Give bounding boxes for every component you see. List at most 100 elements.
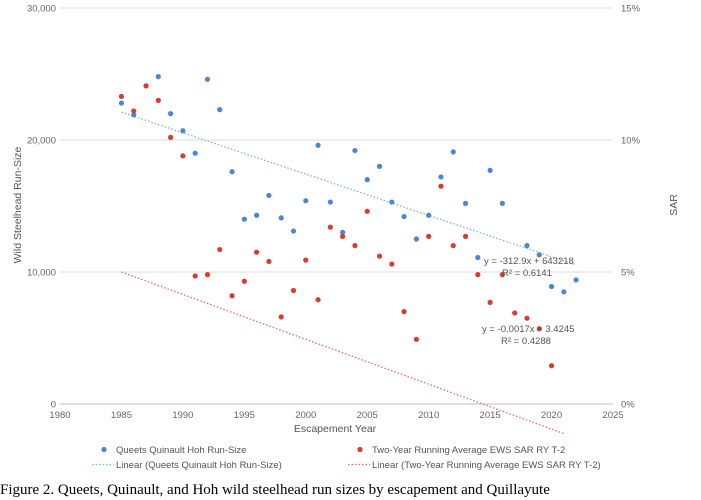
- trendline-1: [121, 111, 577, 266]
- series-1-point: [352, 147, 358, 154]
- series-2-point: [327, 224, 333, 230]
- series-1-point: [389, 199, 395, 205]
- series-1-point: [229, 169, 235, 175]
- trendline-1-r2: R² = 0.6141: [502, 268, 552, 279]
- series-1-point: [168, 111, 174, 117]
- x-tick-label: 2010: [418, 410, 439, 421]
- series-1-point: [450, 149, 456, 155]
- y-tick-label: 0: [51, 400, 56, 411]
- trendline-2-equation: y = -0.0017x + 3.4245: [482, 324, 574, 335]
- series-2-point: [204, 272, 211, 278]
- data-points: [118, 74, 579, 369]
- series-1-point: [573, 277, 579, 283]
- series-2-point: [413, 336, 419, 342]
- series-1-point: [254, 212, 260, 218]
- series-1-point: [204, 76, 211, 82]
- x-tick-label: 2020: [541, 410, 562, 421]
- x-tick-label: 1995: [234, 410, 255, 421]
- series-1-point: [499, 200, 505, 206]
- y-axis-title: Wild Steelhead Run-Size: [12, 146, 24, 263]
- series-1-point: [131, 112, 137, 118]
- series-1-point: [192, 150, 198, 156]
- x-tick-label: 2000: [295, 410, 316, 421]
- y2-tick-label: 0%: [621, 400, 635, 411]
- series-1-point: [217, 107, 223, 113]
- series-2-point: [401, 309, 407, 315]
- series-2-point: [180, 153, 186, 159]
- series-2-point: [462, 233, 469, 239]
- series-1-point: [155, 74, 161, 80]
- series-2-point: [315, 297, 321, 303]
- series-2-point: [241, 278, 247, 284]
- y-tick-label: 30,000: [27, 4, 56, 15]
- series-2-point: [352, 243, 358, 249]
- series-1-point: [438, 174, 444, 180]
- trendline-annotations: y = -312.9x + 643218 R² = 0.6141 y = -0.…: [482, 256, 574, 347]
- series-1-point: [524, 243, 530, 249]
- x-tick-label: 1980: [49, 410, 70, 421]
- series-1-point: [487, 167, 493, 173]
- series-2-point: [290, 287, 297, 294]
- y-tick-label: 10,000: [27, 268, 56, 279]
- series-2-point: [450, 243, 456, 249]
- series-2-point: [303, 257, 309, 263]
- legend-series-1-label: Queets Quinault Hoh Run-Size: [116, 445, 246, 456]
- series-2-point: [143, 83, 149, 89]
- series-1-point: [376, 163, 383, 169]
- series-2-point: [155, 97, 161, 103]
- legend-series-2-marker: [357, 446, 363, 453]
- trendline-2-r2: R² = 0.4288: [501, 336, 551, 347]
- series-2-point: [524, 315, 530, 321]
- legend-series-2-label: Two-Year Running Average EWS SAR RY T-2: [372, 445, 565, 456]
- series-1-point: [536, 252, 542, 258]
- legend: Queets Quinault Hoh Run-Size Two-Year Run…: [92, 445, 601, 471]
- gridlines: [60, 7, 613, 405]
- series-2-point: [487, 299, 493, 305]
- y-tick-label: 20,000: [27, 136, 56, 147]
- trendline-2: [121, 271, 565, 435]
- series-2-point: [131, 108, 137, 114]
- y2-axis-title: SAR: [668, 194, 680, 216]
- series-1-point: [118, 100, 125, 106]
- x-tick-label: 1985: [111, 410, 132, 421]
- series-2-point: [278, 314, 284, 320]
- series-1-point: [401, 213, 407, 220]
- series-1-point: [475, 254, 481, 261]
- y2-tick-label: 5%: [621, 268, 635, 279]
- series-1-point: [315, 142, 321, 148]
- series-2-point: [254, 249, 260, 255]
- series-2-point: [168, 134, 174, 140]
- series-1-point: [266, 192, 272, 199]
- legend-trendline-1-label: Linear (Queets Quinault Hoh Run-Size): [116, 460, 282, 471]
- series-2-point: [499, 272, 505, 278]
- series-1-point: [278, 215, 284, 221]
- series-1-point: [180, 128, 186, 134]
- series-2-point: [426, 233, 432, 239]
- figure-caption: Figure 2. Queets, Quinault, and Hoh wild…: [0, 482, 550, 498]
- series-1-point: [462, 200, 469, 206]
- series-1-point: [413, 236, 419, 242]
- y2-tick-label: 10%: [621, 136, 641, 147]
- series-2-point: [118, 93, 125, 100]
- series-1-point: [340, 229, 346, 235]
- series-1-point: [548, 283, 555, 290]
- axes: 0 10,000 20,000 30,000 0% 5% 10% 15% 1980 1985 199…: [27, 4, 641, 422]
- y2-tick-label: 15%: [621, 4, 641, 15]
- x-tick-label: 2015: [480, 410, 501, 421]
- series-2-point: [364, 208, 370, 214]
- legend-trendline-2-label: Linear (Two-Year Running Average EWS SAR…: [372, 460, 601, 471]
- series-1-point: [327, 199, 333, 205]
- trendline-1-equation: y = -312.9x + 643218: [484, 256, 574, 267]
- series-2-point: [438, 183, 444, 189]
- series-2-point: [376, 253, 383, 259]
- x-axis-title: Escapement Year: [294, 423, 377, 435]
- x-tick-label: 2005: [357, 410, 378, 421]
- series-2-point: [229, 293, 235, 299]
- x-tick-label: 1990: [172, 410, 193, 421]
- series-2-point: [340, 233, 346, 239]
- legend-series-1-marker: [101, 446, 107, 453]
- series-2-point: [475, 272, 481, 278]
- series-2-point: [389, 261, 395, 267]
- trendlines: [121, 111, 577, 435]
